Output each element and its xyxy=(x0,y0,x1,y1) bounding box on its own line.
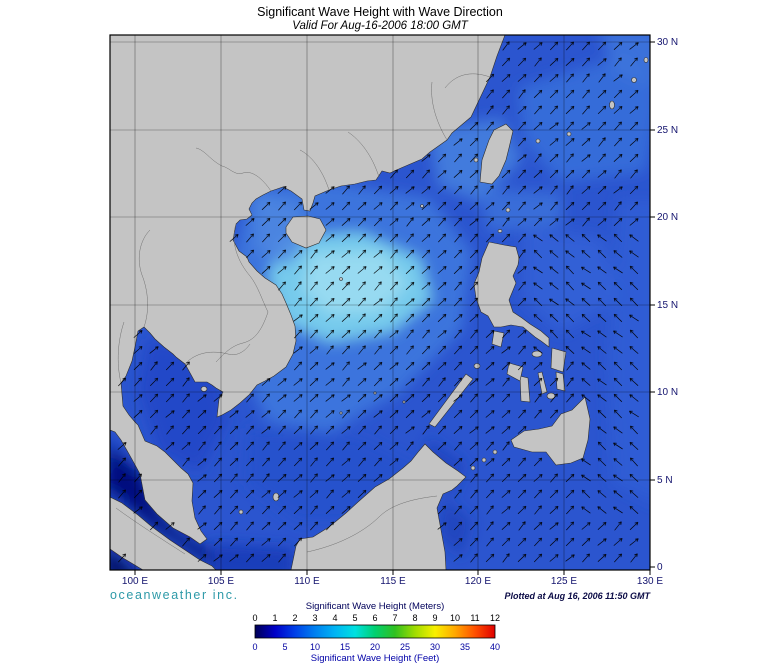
legend-colorbar xyxy=(254,624,496,639)
legend-feet-tick: 0 xyxy=(252,642,257,652)
lon-label-125E: 125 E xyxy=(551,576,577,587)
sulu-islet xyxy=(481,457,487,463)
wave-direction-arrow-glyphs xyxy=(117,41,639,563)
palawan-island xyxy=(428,373,474,428)
amami-islet xyxy=(631,77,637,83)
panay-island xyxy=(506,362,524,382)
map-plot: 100 E 105 E 110 E 115 E 120 E 125 E 130 E 30 N… xyxy=(109,34,678,587)
legend-meters-tick: 8 xyxy=(412,613,417,623)
legend-meters-tick: 5 xyxy=(352,613,357,623)
ryukyu-islet xyxy=(535,138,541,144)
spratly-islet xyxy=(402,400,406,404)
lon-label-120E: 120 E xyxy=(465,576,491,587)
legend-feet-label: Significant Wave Height (Feet) xyxy=(311,653,439,664)
lat-label-5N: 5 N xyxy=(657,475,673,486)
mindoro-island xyxy=(491,330,505,348)
legend-feet-tick: 30 xyxy=(430,642,440,652)
lon-label-130E: 130 E xyxy=(637,576,663,587)
negros-island xyxy=(519,375,531,403)
legend-meters-tick: 3 xyxy=(312,613,317,623)
legend-meters-tick: 7 xyxy=(392,613,397,623)
mainland-asia xyxy=(110,35,506,545)
ryukyu-islet xyxy=(643,57,649,63)
sulu-islet xyxy=(470,465,476,471)
wave-field-patch xyxy=(478,188,562,232)
anambas-islet xyxy=(238,509,244,515)
ryukyu-islet xyxy=(566,131,572,137)
mindanao-island xyxy=(510,396,591,466)
lat-label-10N: 10 N xyxy=(657,387,678,398)
wave-field-patch xyxy=(254,193,306,266)
plotted-timestamp: Plotted at Aug 16, 2006 11:50 GMT xyxy=(504,591,651,601)
bohol-island xyxy=(546,392,556,400)
phu-quoc-island xyxy=(200,386,208,392)
lat-label-30N: 30 N xyxy=(657,37,678,48)
legend-feet-tick: 35 xyxy=(460,642,470,652)
legend-feet-ticks: 0 5 10 15 20 25 30 35 40 xyxy=(252,642,500,652)
samar-island xyxy=(550,347,567,373)
legend-meters-tick: 4 xyxy=(332,613,337,623)
batanes-islet xyxy=(505,207,511,213)
penghu-islet xyxy=(473,157,479,163)
babuyan-islet xyxy=(497,229,503,233)
legend-feet-tick: 15 xyxy=(340,642,350,652)
legend-feet-tick: 20 xyxy=(370,642,380,652)
country-borders xyxy=(115,73,491,555)
wave-field-patch xyxy=(110,445,216,568)
legend-feet-tick: 10 xyxy=(310,642,320,652)
wave-field-patch xyxy=(110,549,136,570)
wave-field-patch xyxy=(524,228,622,332)
legend-meters-tick: 10 xyxy=(450,613,460,623)
branding-oceanweather: oceanweather inc. xyxy=(110,588,239,602)
lat-label-15N: 15 N xyxy=(657,300,678,311)
map-frame xyxy=(109,34,651,571)
lon-label-110E: 110 E xyxy=(294,576,320,587)
paracel-islet xyxy=(339,277,343,281)
land-group xyxy=(110,35,649,570)
legend-meters-tick: 1 xyxy=(272,613,277,623)
legend-meters-tick: 6 xyxy=(372,613,377,623)
wave-field-patch xyxy=(608,200,650,501)
leyte-island xyxy=(555,371,566,392)
legend-feet-tick: 25 xyxy=(400,642,410,652)
legend-meters-ticks: 0 1 2 3 4 5 6 7 8 9 10 11 12 xyxy=(252,613,500,623)
calamian-islands xyxy=(473,363,481,369)
lat-label-20N: 20 N xyxy=(657,212,678,223)
wave-field-patch xyxy=(210,543,295,570)
axis-ticks xyxy=(134,41,655,575)
luzon-island xyxy=(473,241,550,348)
legend-feet-tick: 40 xyxy=(490,642,500,652)
legend-meters-tick: 9 xyxy=(432,613,437,623)
lon-label-105E: 105 E xyxy=(208,576,234,587)
lon-label-115E: 115 E xyxy=(380,576,406,587)
legend-meters-tick: 12 xyxy=(490,613,500,623)
legend-meters-tick: 2 xyxy=(292,613,297,623)
sulu-islet xyxy=(492,449,498,455)
legend-meters-tick: 0 xyxy=(252,613,257,623)
pratas-islet xyxy=(420,204,424,208)
wave-field-patch xyxy=(438,498,472,558)
spratly-islet xyxy=(339,411,343,415)
lat-axis-labels: 30 N 25 N 20 N 15 N 10 N 5 N 0 xyxy=(657,37,678,573)
legend-meters-tick: 11 xyxy=(470,613,479,623)
wave-direction-arrows xyxy=(117,41,639,563)
taiwan-island xyxy=(479,123,514,185)
wave-field-patch xyxy=(600,35,650,88)
wave-field-patch xyxy=(518,55,650,182)
lon-axis-labels: 100 E 105 E 110 E 115 E 120 E 125 E 130 E xyxy=(122,576,663,587)
hainan-island xyxy=(285,215,327,249)
legend-meters-label: Significant Wave Height (Meters) xyxy=(306,601,445,612)
chart-title: Significant Wave Height with Wave Direct… xyxy=(257,5,503,19)
okinawa-islet xyxy=(609,100,615,110)
legend-feet-tick: 5 xyxy=(282,642,287,652)
valid-time-subtitle: Valid For Aug-16-2006 18:00 GMT xyxy=(292,20,469,32)
lon-label-100E: 100 E xyxy=(122,576,148,587)
lat-label-25N: 25 N xyxy=(657,125,678,136)
masbate-island xyxy=(531,350,543,358)
lat-label-0: 0 xyxy=(657,562,663,573)
